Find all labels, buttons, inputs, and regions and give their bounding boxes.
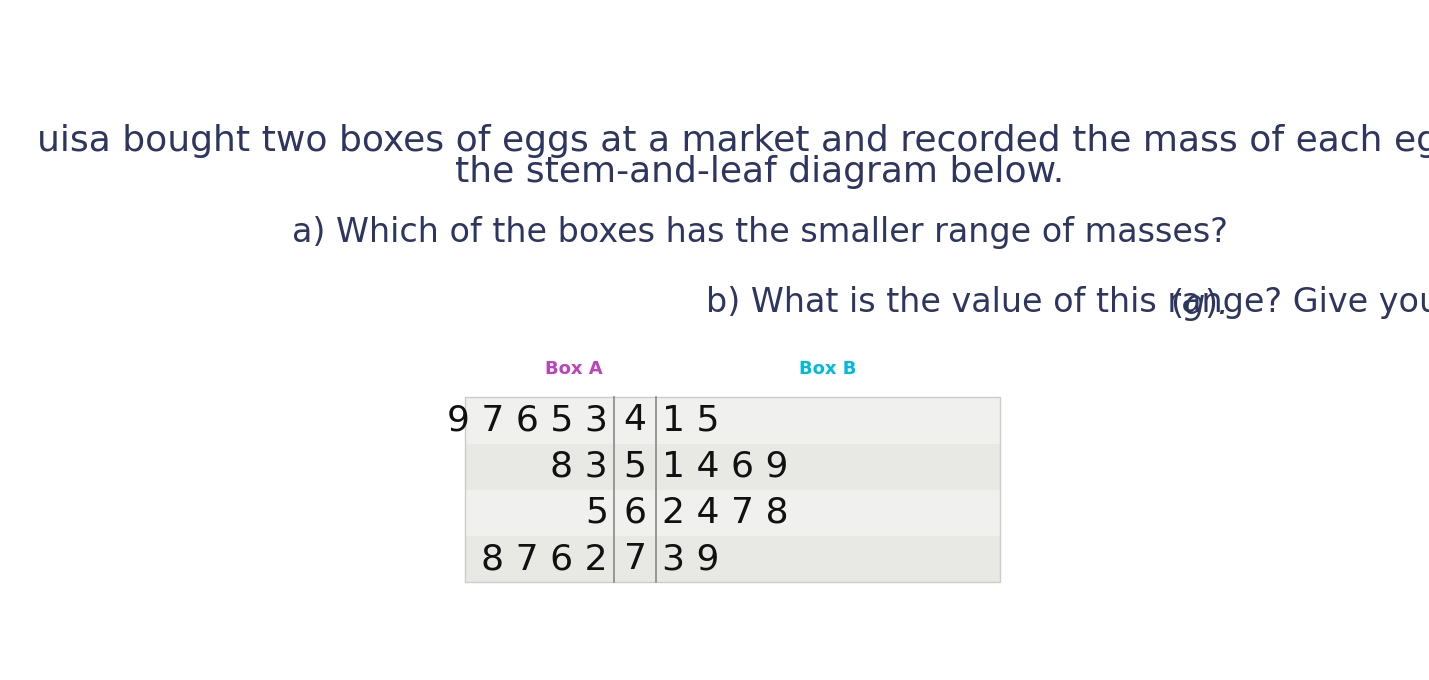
Text: 4: 4 — [623, 403, 646, 437]
Bar — [466, 536, 1000, 582]
Text: 1 5: 1 5 — [662, 403, 720, 437]
Text: 3 9: 3 9 — [662, 542, 720, 576]
Text: 8 3: 8 3 — [550, 449, 607, 483]
Text: 5: 5 — [584, 496, 607, 530]
Bar — [466, 397, 1000, 443]
Bar — [466, 490, 1000, 536]
Text: $(g)$.: $(g)$. — [1170, 286, 1225, 322]
Text: a) Which of the boxes has the smaller range of masses?: a) Which of the boxes has the smaller ra… — [292, 216, 1228, 250]
Bar — [466, 443, 1000, 490]
Text: b) What is the value of this range? Give your answer in grams: b) What is the value of this range? Give… — [706, 286, 1429, 319]
Text: 1 4 6 9: 1 4 6 9 — [662, 449, 789, 483]
Text: 8 7 6 2: 8 7 6 2 — [482, 542, 607, 576]
Text: 7: 7 — [623, 542, 646, 576]
Text: 5: 5 — [623, 449, 646, 483]
Text: the stem-and-leaf diagram below.: the stem-and-leaf diagram below. — [456, 155, 1065, 189]
Text: uisa bought two boxes of eggs at a market and recorded the mass of each egg i: uisa bought two boxes of eggs at a marke… — [37, 124, 1429, 158]
Text: 2 4 7 8: 2 4 7 8 — [662, 496, 789, 530]
Text: 6: 6 — [623, 496, 646, 530]
Text: Box B: Box B — [799, 360, 857, 378]
Text: 9 7 6 5 3: 9 7 6 5 3 — [447, 403, 607, 437]
Text: Box A: Box A — [546, 360, 603, 378]
